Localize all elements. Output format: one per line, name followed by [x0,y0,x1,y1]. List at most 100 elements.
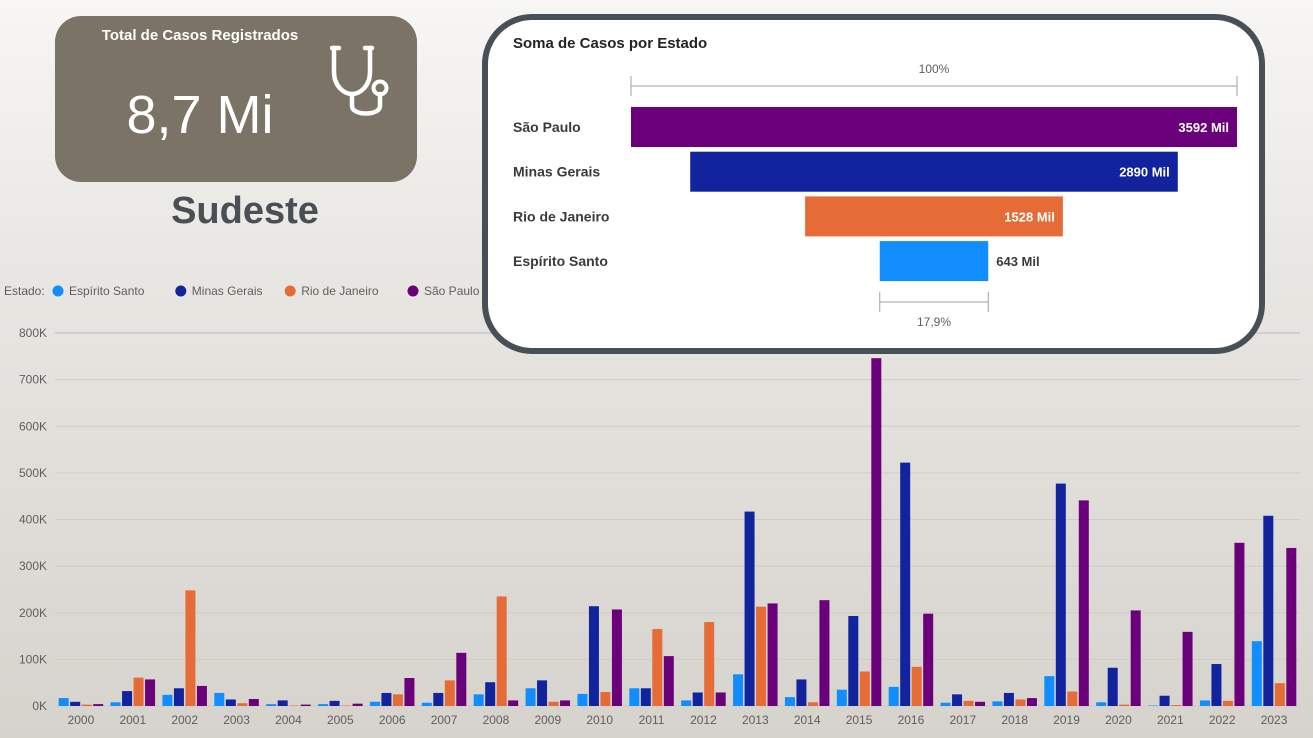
bar[interactable] [196,685,207,706]
bar[interactable] [848,616,859,706]
bar[interactable] [173,688,184,706]
bar[interactable] [1096,702,1107,706]
bar[interactable] [1119,704,1130,706]
bar[interactable] [1171,705,1182,706]
bar[interactable] [1222,700,1233,706]
bar[interactable] [214,692,225,706]
funnel-row[interactable]: Rio de Janeiro 1528 Mil [513,196,1063,237]
bar[interactable] [248,699,259,706]
bar[interactable] [329,700,340,706]
bar[interactable] [1055,483,1066,706]
bar[interactable] [392,694,403,706]
bar[interactable] [836,689,847,706]
bar[interactable] [807,702,818,706]
bar[interactable] [70,701,81,706]
funnel-row[interactable]: Espírito Santo 643 Mil [513,241,1040,282]
funnel-bar[interactable] [879,241,989,282]
bar[interactable] [496,596,507,706]
bar[interactable] [421,702,432,706]
bar[interactable] [796,679,807,706]
bar[interactable] [963,700,974,706]
bar[interactable] [537,680,548,706]
bar[interactable] [681,700,692,706]
bar[interactable] [1044,676,1055,706]
bar[interactable] [940,702,951,706]
legend-item[interactable]: São Paulo [407,284,480,298]
bar[interactable] [1078,500,1089,706]
bar[interactable] [318,704,329,706]
bar[interactable] [577,693,588,706]
funnel-row[interactable]: São Paulo 3592 Mil [513,107,1237,147]
legend-item[interactable]: Minas Gerais [175,284,262,298]
bar[interactable] [485,682,496,706]
bar[interactable] [525,688,536,706]
bar[interactable] [992,701,1003,706]
bar[interactable] [1107,667,1118,706]
bar[interactable] [277,700,288,706]
bar[interactable] [560,700,571,706]
bar[interactable] [975,701,986,706]
bar[interactable] [784,697,795,706]
bar[interactable] [640,688,651,706]
bar[interactable] [588,606,599,706]
bar[interactable] [110,702,121,706]
bar[interactable] [1026,698,1037,706]
bar[interactable] [133,677,144,706]
bar[interactable] [1182,631,1193,706]
bar[interactable] [871,358,882,706]
bar[interactable] [900,462,911,706]
bar[interactable] [1067,691,1078,706]
bar[interactable] [58,698,69,706]
bar[interactable] [756,606,767,706]
bar[interactable] [744,511,755,706]
funnel-bar[interactable] [690,151,1178,192]
bar[interactable] [1003,692,1014,706]
bar[interactable] [629,688,640,706]
bar[interactable] [145,679,156,706]
bar[interactable] [93,704,104,706]
funnel-row[interactable]: Minas Gerais 2890 Mil [513,151,1178,192]
bar[interactable] [1159,695,1170,706]
bar[interactable] [819,600,830,706]
bar[interactable] [473,694,484,706]
bar[interactable] [456,652,467,706]
bar[interactable] [704,622,715,706]
funnel-bar[interactable] [805,196,1063,237]
bar[interactable] [663,656,674,706]
bar[interactable] [600,692,611,706]
bar[interactable] [1130,610,1141,706]
bar[interactable] [911,666,922,706]
bar[interactable] [369,701,380,706]
bar[interactable] [381,692,392,706]
bar[interactable] [433,692,444,706]
bar[interactable] [1263,515,1274,706]
legend-item[interactable]: Rio de Janeiro [284,284,379,298]
bar[interactable] [923,613,934,706]
bar[interactable] [733,674,744,706]
bar[interactable] [548,701,559,706]
bar[interactable] [1274,683,1285,706]
bar[interactable] [1286,547,1297,706]
bar[interactable] [81,704,92,706]
bar[interactable] [237,703,248,706]
bar[interactable] [1015,699,1026,706]
bar[interactable] [185,590,196,706]
bar[interactable] [859,671,870,706]
bar[interactable] [767,603,778,706]
bar[interactable] [952,694,963,706]
bar[interactable] [1199,700,1210,706]
bar[interactable] [1211,664,1222,706]
bar[interactable] [692,692,703,706]
bar[interactable] [300,704,311,706]
bar[interactable] [715,692,726,706]
legend-item[interactable]: Espírito Santo [52,284,145,298]
bar[interactable] [162,694,173,706]
bar[interactable] [1234,542,1245,706]
bar[interactable] [611,609,622,706]
bar[interactable] [444,680,455,706]
bar[interactable] [652,629,663,706]
bar[interactable] [508,700,519,706]
bar[interactable] [888,686,899,706]
bar[interactable] [225,699,236,706]
bar[interactable] [266,704,277,706]
